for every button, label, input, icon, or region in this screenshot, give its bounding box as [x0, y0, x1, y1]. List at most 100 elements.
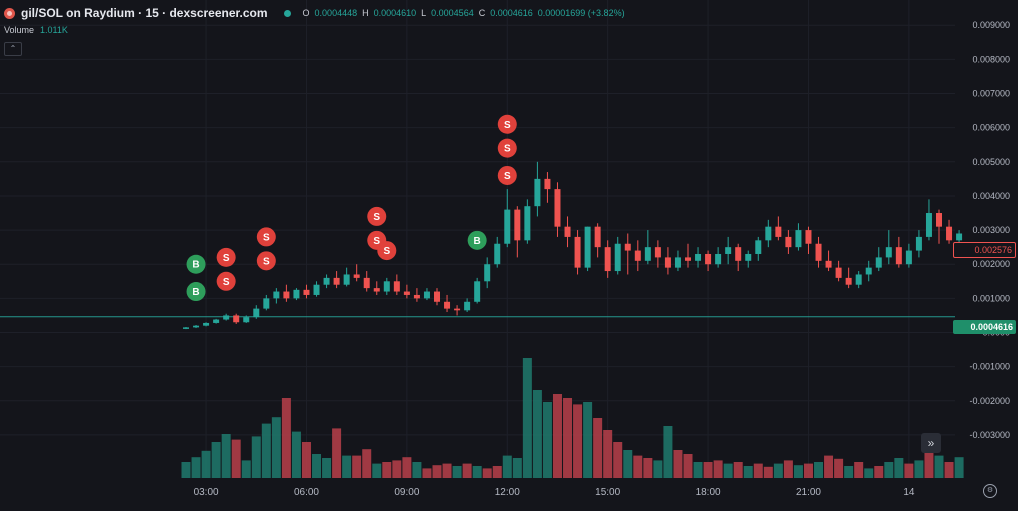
- time-tick-label: 12:00: [495, 487, 520, 498]
- price-tick-label: -0.003000: [969, 430, 1010, 440]
- price-tick-label: 0.007000: [972, 89, 1010, 99]
- volume-bar: [793, 465, 803, 478]
- volume-bar: [904, 463, 914, 478]
- volume-bar: [783, 460, 793, 478]
- time-tick-label: 09:00: [394, 487, 419, 498]
- candle-body: [203, 322, 210, 326]
- candle-body: [343, 274, 350, 285]
- token-logo-icon: [4, 7, 15, 19]
- candle-body: [383, 281, 390, 292]
- scroll-to-latest-icon[interactable]: »: [921, 433, 941, 453]
- volume-bar: [583, 402, 593, 478]
- volume-bar: [552, 394, 562, 478]
- volume-bar: [844, 466, 854, 478]
- volume-bar: [382, 462, 392, 478]
- volume-bar: [472, 466, 482, 478]
- candle-body: [735, 247, 742, 261]
- volume-value: 1.011K: [40, 25, 68, 35]
- high-value: 0.0004610: [373, 8, 417, 18]
- chevron-up-icon[interactable]: ⌃: [4, 42, 22, 56]
- volume-bar: [542, 402, 552, 478]
- candle-body: [423, 291, 430, 299]
- candle-body: [775, 226, 782, 237]
- price-tick-label: 0.008000: [972, 54, 1010, 64]
- last-price-tag: 0.002576: [953, 242, 1016, 258]
- time-tick-label: 06:00: [294, 487, 319, 498]
- volume-bar: [763, 466, 773, 478]
- volume-bar: [372, 463, 382, 478]
- close-label: C: [478, 8, 486, 18]
- marker-label: S: [263, 256, 270, 267]
- volume-bar: [482, 468, 492, 478]
- volume-bar: [643, 458, 653, 478]
- volume-bar: [693, 462, 703, 478]
- volume-bar: [593, 418, 603, 478]
- candle-body: [444, 301, 451, 309]
- candle-body: [915, 236, 922, 251]
- candle-body: [373, 288, 380, 292]
- settings-icon[interactable]: ⚙: [983, 484, 997, 498]
- marker-label: S: [373, 236, 380, 247]
- candle-body: [283, 291, 290, 299]
- volume-readout: Volume 1.011K: [4, 25, 68, 35]
- volume-bar: [442, 463, 452, 478]
- candle-body: [494, 243, 501, 265]
- candle-body: [514, 209, 521, 241]
- ohlc-readout: O 0.0004448 H 0.0004610 L 0.0004564 C 0.0004…: [303, 8, 625, 18]
- volume-bar: [231, 439, 241, 478]
- candle-body: [323, 277, 330, 285]
- volume-bar: [191, 457, 201, 478]
- price-tick-label: 0.005000: [972, 157, 1010, 167]
- candle-body: [474, 281, 481, 302]
- candle-body: [393, 281, 400, 292]
- sell-marker: [377, 241, 397, 261]
- volume-bar: [573, 404, 583, 478]
- volume-bar: [914, 460, 924, 478]
- time-tick-label: 03:00: [194, 487, 219, 498]
- current-price-tag: 0.0004616: [953, 320, 1016, 334]
- candle-body: [263, 298, 270, 309]
- volume-bar: [412, 462, 422, 478]
- candle-body: [544, 178, 551, 190]
- candle-body: [504, 209, 511, 244]
- candle-body: [946, 226, 953, 241]
- candle-body: [725, 247, 732, 254]
- volume-bar: [683, 454, 693, 478]
- candle-body: [765, 226, 772, 241]
- candle-body: [895, 247, 902, 265]
- marker-label: S: [383, 246, 390, 257]
- volume-label: Volume: [4, 25, 35, 35]
- volume-bar: [613, 442, 623, 478]
- candle-body: [534, 178, 541, 207]
- price-tick-label: 0.009000: [972, 20, 1010, 30]
- volume-bar: [854, 462, 864, 478]
- volume-bar: [392, 460, 402, 478]
- volume-bar: [261, 423, 271, 478]
- chart-header: gil/SOL on Raydium · 15 · dexscreener.co…: [4, 6, 625, 20]
- volume-bar: [633, 455, 643, 478]
- volume-bar: [773, 463, 783, 478]
- candle-body: [956, 233, 963, 241]
- volume-bar: [894, 458, 904, 478]
- volume-bar: [934, 455, 944, 478]
- candle-body: [484, 264, 491, 282]
- candle-body: [845, 277, 852, 285]
- candle-body: [875, 257, 882, 268]
- marker-label: B: [192, 260, 199, 271]
- candle-body: [524, 206, 531, 241]
- volume-bar: [713, 460, 723, 478]
- candle-body: [303, 289, 310, 295]
- open-value: 0.0004448: [314, 8, 358, 18]
- volume-bar: [462, 463, 472, 478]
- candle-body: [695, 253, 702, 261]
- candle-body: [805, 230, 812, 244]
- candle-body: [795, 230, 802, 248]
- volume-bar: [623, 450, 633, 478]
- sell-marker: [256, 227, 276, 247]
- marker-label: S: [504, 144, 511, 155]
- volume-bar: [954, 457, 964, 478]
- candle-body: [594, 226, 601, 248]
- candle-body: [664, 257, 671, 268]
- candle-body: [855, 274, 862, 285]
